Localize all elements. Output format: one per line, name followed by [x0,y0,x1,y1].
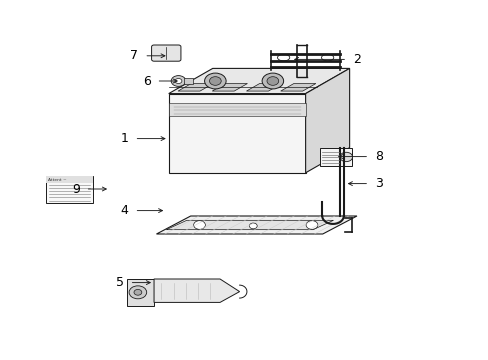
Circle shape [249,223,257,229]
Text: 9: 9 [72,183,80,195]
Polygon shape [156,216,356,234]
Polygon shape [166,220,333,230]
Circle shape [134,289,142,295]
Circle shape [175,78,182,84]
Polygon shape [168,103,305,116]
Polygon shape [127,279,154,306]
Circle shape [204,73,225,89]
Circle shape [171,76,185,86]
Text: 1: 1 [121,132,128,145]
Text: 5: 5 [116,276,123,289]
Text: 2: 2 [352,53,360,66]
Polygon shape [154,279,239,302]
Ellipse shape [277,54,289,61]
Ellipse shape [321,54,333,61]
Circle shape [262,73,283,89]
Polygon shape [168,94,305,173]
Text: 7: 7 [130,49,138,62]
Polygon shape [280,84,315,91]
Text: 6: 6 [142,75,150,87]
FancyBboxPatch shape [46,176,93,203]
Circle shape [305,221,317,229]
Circle shape [209,77,221,85]
Polygon shape [178,84,213,91]
FancyBboxPatch shape [46,176,93,183]
Polygon shape [305,68,349,173]
Polygon shape [168,68,349,94]
Circle shape [193,221,205,229]
FancyBboxPatch shape [151,45,181,61]
Circle shape [266,77,278,85]
Text: Attent ~: Attent ~ [48,177,67,182]
FancyBboxPatch shape [184,78,193,84]
Text: 8: 8 [374,150,382,163]
Polygon shape [246,84,281,91]
Circle shape [129,286,146,299]
Text: 3: 3 [374,177,382,190]
Circle shape [339,152,352,162]
Text: 4: 4 [121,204,128,217]
FancyBboxPatch shape [320,148,351,166]
Polygon shape [212,84,247,91]
